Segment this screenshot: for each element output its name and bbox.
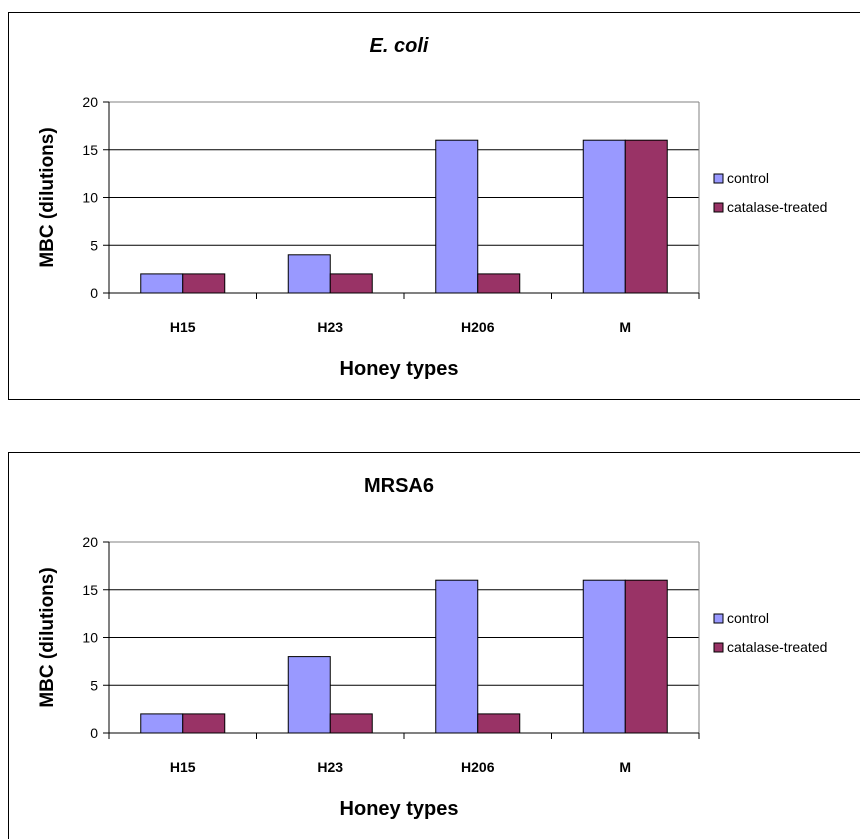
x-category-label: M <box>619 759 631 775</box>
x-category-label: H23 <box>317 319 343 335</box>
bar-catalase-treated-h206 <box>477 273 521 294</box>
y-tick-label: 15 <box>82 582 98 598</box>
legend-swatch <box>713 202 724 213</box>
bar-catalase-treated-h15 <box>182 273 226 294</box>
legend-swatch <box>713 613 724 624</box>
chart-title: E. coli <box>370 35 429 57</box>
x-category-label: H15 <box>170 759 196 775</box>
bar-control-h206 <box>435 579 479 734</box>
x-category-label: H206 <box>461 759 495 775</box>
chart-panel-mrsa6: MRSA6 0 5 10 15 20 H15 H23 H206 M Honey types MBC (… <box>8 452 860 839</box>
legend-swatch <box>713 173 724 184</box>
chart-ecoli: E. coli 0 5 10 15 20 H15 H23 H206 M Honey types MBC… <box>37 35 827 380</box>
y-axis-label: MBC (dilutions) <box>37 127 58 267</box>
x-category-label: H23 <box>317 759 343 775</box>
y-tick-label: 20 <box>82 534 98 550</box>
y-axis-label: MBC (dilutions) <box>37 567 58 707</box>
x-category-label: H15 <box>170 319 196 335</box>
y-tick-label: 5 <box>90 237 98 253</box>
bar-control-h23 <box>287 254 331 294</box>
bar-control-h23 <box>287 656 331 734</box>
bar-control-h206 <box>435 139 479 294</box>
bar-catalase-treated-m <box>624 579 668 734</box>
x-category-label: M <box>619 319 631 335</box>
x-axis-label: Honey types <box>340 358 459 380</box>
legend-swatch <box>713 642 724 653</box>
y-tick-label: 0 <box>90 725 98 741</box>
bar-catalase-treated-h23 <box>329 713 373 734</box>
x-axis-label: Honey types <box>340 798 459 820</box>
bar-control-h15 <box>140 713 184 734</box>
y-tick-label: 15 <box>82 142 98 158</box>
bar-control-m <box>582 139 626 294</box>
legend-label: catalase-treated <box>727 199 827 215</box>
bar-catalase-treated-h23 <box>329 273 373 294</box>
bar-catalase-treated-h15 <box>182 713 226 734</box>
bar-catalase-treated-m <box>624 139 668 294</box>
y-tick-label: 0 <box>90 285 98 301</box>
chart-panel-ecoli: E. coli 0 5 10 15 20 H15 H23 H206 M Honey types MBC… <box>8 12 860 400</box>
legend-label: control <box>727 610 769 626</box>
y-tick-label: 10 <box>82 190 98 206</box>
y-tick-label: 20 <box>82 94 98 110</box>
bar-catalase-treated-h206 <box>477 713 521 734</box>
bar-control-h15 <box>140 273 184 294</box>
x-category-label: H206 <box>461 319 495 335</box>
legend-label: catalase-treated <box>727 639 827 655</box>
chart-title: MRSA6 <box>364 475 434 497</box>
chart-mrsa6: MRSA6 0 5 10 15 20 H15 H23 H206 M Honey types MBC (… <box>37 475 827 820</box>
y-tick-label: 5 <box>90 677 98 693</box>
y-tick-label: 10 <box>82 630 98 646</box>
legend-label: control <box>727 170 769 186</box>
bar-control-m <box>582 579 626 734</box>
